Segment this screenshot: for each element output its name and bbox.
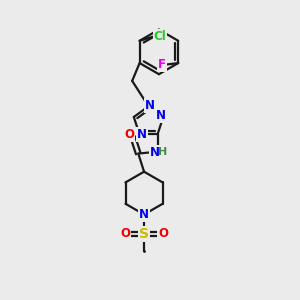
Text: O: O: [158, 227, 168, 240]
Text: N: N: [156, 109, 166, 122]
Text: H: H: [158, 147, 168, 157]
Text: S: S: [139, 227, 149, 241]
Text: Cl: Cl: [153, 30, 166, 43]
Text: O: O: [124, 128, 134, 141]
Text: N: N: [150, 146, 160, 159]
Text: O: O: [120, 227, 130, 240]
Text: N: N: [145, 99, 155, 112]
Text: F: F: [158, 58, 166, 71]
Text: N: N: [137, 128, 147, 141]
Text: N: N: [139, 208, 149, 221]
